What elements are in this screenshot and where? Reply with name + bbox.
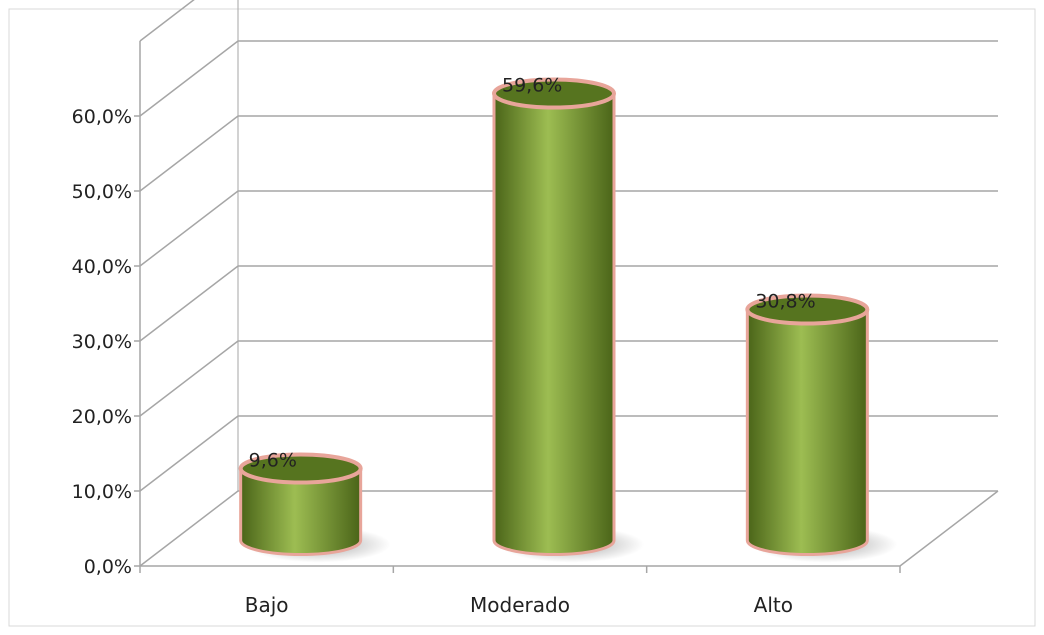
bar-bajo: [238, 452, 391, 563]
y-tick-label: 30,0%: [72, 331, 132, 353]
data-label: 30,8%: [755, 291, 815, 313]
bar-top: [492, 77, 616, 110]
bar-body: [492, 92, 616, 556]
data-labels: 9,6% 59,6% 30,8%: [249, 75, 816, 472]
bar-alto: [745, 293, 898, 563]
bar-moderado: [492, 77, 644, 563]
y-tick-label: 10,0%: [72, 481, 132, 503]
y-tick-label: 60,0%: [72, 106, 132, 128]
bar-top: [745, 293, 870, 326]
x-category-label: Alto: [754, 593, 793, 617]
gridline: [139, 0, 195, 42]
y-tick-label: 0,0%: [84, 556, 132, 578]
y-tick-label: 40,0%: [72, 256, 132, 278]
bar-body: [745, 308, 869, 556]
bars: [238, 77, 898, 563]
x-category-label: Bajo: [245, 593, 289, 617]
axes: [134, 0, 999, 573]
x-category-label: Moderado: [470, 593, 570, 617]
data-label: 9,6%: [249, 450, 297, 472]
bar-top: [238, 452, 363, 485]
y-tick-label: 50,0%: [72, 181, 132, 203]
data-label: 59,6%: [502, 75, 562, 97]
y-tick-label: 20,0%: [72, 406, 132, 428]
bar-body: [239, 467, 363, 556]
x-axis-category-labels: Bajo Moderado Alto: [245, 593, 793, 617]
y-axis-tick-labels: 0,0% 10,0% 20,0% 30,0% 40,0% 50,0% 60,0%: [72, 106, 132, 578]
